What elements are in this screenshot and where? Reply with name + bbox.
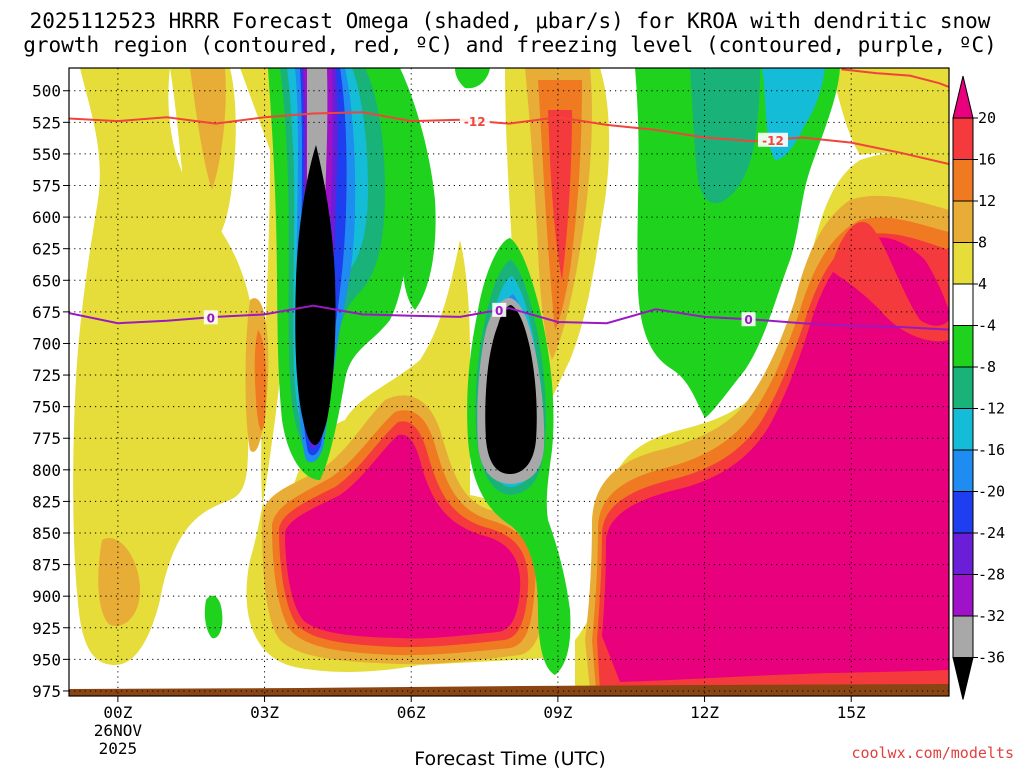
colorbar-bin-5 <box>952 283 974 326</box>
colorbar-bin-12 <box>952 574 974 617</box>
colorbar-bin-10 <box>952 491 974 534</box>
colorbar-label--12: -12 <box>978 400 1005 418</box>
chart-title-line2: growth region (contoured, red, ºC) and f… <box>23 33 997 57</box>
omega-plus8-left-low <box>98 538 140 626</box>
omega-plus16-mid-top <box>548 110 572 280</box>
colorbar-label--20: -20 <box>978 483 1005 501</box>
dendritic-growth-contour-label-1: -12 <box>762 134 784 148</box>
y-tick-label-950: 950 <box>32 650 61 669</box>
colorbar-label--32: -32 <box>978 607 1005 625</box>
contour-labels: -12 -12 0 0 0 <box>203 113 788 327</box>
dendritic-growth-contour-label-bg-1 <box>758 132 788 147</box>
y-tick-label-600: 600 <box>32 208 61 227</box>
x-axis-title: Forecast Time (UTC) <box>414 748 605 768</box>
y-tick-label-750: 750 <box>32 398 61 417</box>
colorbar-label--4: -4 <box>978 317 996 335</box>
omega-minus8-top-small <box>455 68 490 89</box>
omega-minus8-upper-left-ext <box>380 68 436 310</box>
colorbar-label-20: 20 <box>978 109 996 127</box>
colorbar-bin-2 <box>952 159 974 202</box>
colorbar-label--8: -8 <box>978 358 996 376</box>
omega-plus12-left-mid <box>254 330 267 431</box>
omega-minus8-right-upper <box>635 68 840 418</box>
y-tick-label-850: 850 <box>32 524 61 543</box>
colorbar-bin-8 <box>952 408 974 451</box>
y-tick-label-975: 975 <box>32 682 61 701</box>
omega-minus40-core-08z <box>485 305 537 474</box>
x-tick-label-06Z: 06Z <box>397 703 426 722</box>
omega-plus8-left <box>190 68 226 190</box>
y-tick-label-825: 825 <box>32 492 61 511</box>
omega-minus40-core-04z <box>295 145 336 445</box>
colorbar-label--36: -36 <box>978 649 1005 667</box>
colorbar-label--24: -24 <box>978 524 1005 542</box>
freezing-level-contour-label-bg-2 <box>741 312 756 327</box>
colorbar-bin-11 <box>952 532 974 575</box>
colorbar: 20 16 12 8 4 -4 -8 -12 -16 -20 -24 -28 -32 -36 <box>952 75 1005 700</box>
y-tick-label-775: 775 <box>32 429 61 448</box>
omega-minus12-right-upper <box>690 68 760 204</box>
x-tick-date: 26NOV <box>94 721 143 740</box>
y-tick-label-800: 800 <box>32 461 61 480</box>
y-tick-label-700: 700 <box>32 334 61 353</box>
colorbar-bin-7 <box>952 366 974 409</box>
dendritic-growth-contour-upper <box>841 68 949 88</box>
colorbar-bin-1 <box>952 117 974 160</box>
dendritic-growth-contour-label-0: -12 <box>464 115 486 129</box>
colorbar-label-16: 16 <box>978 151 996 169</box>
y-axis: 500 525 550 575 600 625 650 675 700 725 750 775 800 8… <box>32 82 69 701</box>
y-tick-label-625: 625 <box>32 240 61 259</box>
omega-minus8-left-small <box>204 595 223 639</box>
y-tick-label-925: 925 <box>32 619 61 638</box>
colorbar-bin-3 <box>952 200 974 243</box>
source-credit: coolwx.com/modelts <box>851 744 1014 762</box>
dendritic-growth-contour-label-bg-0 <box>459 113 490 128</box>
y-tick-label-550: 550 <box>32 145 61 164</box>
freezing-level-contour-label-1: 0 <box>495 304 503 318</box>
freezing-level-contour-label-2: 0 <box>744 313 752 327</box>
colorbar-label--28: -28 <box>978 566 1005 584</box>
colorbar-bin-13 <box>952 615 974 658</box>
x-tick-label-00Z: 00Z <box>103 703 132 722</box>
x-tick-label-12Z: 12Z <box>690 703 719 722</box>
omega-shaded-field <box>69 68 949 696</box>
omega-plus20-right <box>602 237 949 682</box>
x-tick-label-09Z: 09Z <box>543 703 572 722</box>
colorbar-top-arrow <box>952 75 974 119</box>
y-tick-label-525: 525 <box>32 113 61 132</box>
y-tick-label-675: 675 <box>32 303 61 322</box>
y-tick-label-875: 875 <box>32 556 61 575</box>
y-tick-label-650: 650 <box>32 271 61 290</box>
y-tick-label-725: 725 <box>32 366 61 385</box>
freezing-level-contour-label-bg-1 <box>492 302 507 317</box>
colorbar-label-8: 8 <box>978 234 987 252</box>
colorbar-label--16: -16 <box>978 441 1005 459</box>
freezing-level-contour-label-bg-0 <box>203 310 218 325</box>
terrain-surface <box>69 684 949 696</box>
plot-frame <box>68 67 950 697</box>
chart-title-line1: 2025112523 HRRR Forecast Omega (shaded, … <box>30 9 991 33</box>
colorbar-label-4: 4 <box>978 275 987 293</box>
colorbar-bottom-arrow <box>952 657 974 700</box>
x-tick-label-03Z: 03Z <box>250 703 279 722</box>
omega-plus16-right-upper <box>830 222 949 342</box>
y-tick-label-575: 575 <box>32 177 61 196</box>
y-tick-label-900: 900 <box>32 587 61 606</box>
x-tick-year: 2025 <box>99 739 138 758</box>
x-tick-label-15Z: 15Z <box>837 703 866 722</box>
colorbar-bin-9 <box>952 449 974 492</box>
colorbar-bin-4 <box>952 242 974 285</box>
colorbar-bin-6 <box>952 325 974 368</box>
y-tick-label-500: 500 <box>32 82 61 101</box>
omega-plus20-central-low <box>285 434 521 639</box>
dendritic-growth-contour <box>69 111 949 165</box>
colorbar-label-12: 12 <box>978 192 996 210</box>
freezing-level-contour-label-0: 0 <box>207 311 215 325</box>
